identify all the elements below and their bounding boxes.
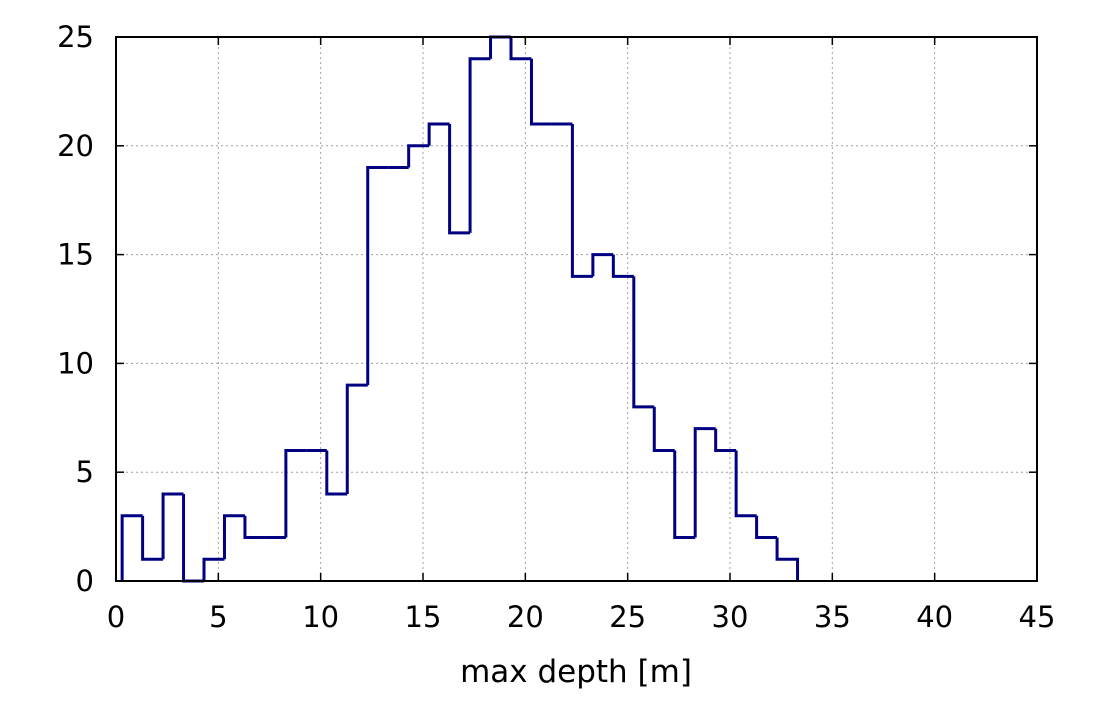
histogram-bin xyxy=(120,514,143,581)
histogram-bin xyxy=(734,450,757,518)
histogram-bin xyxy=(775,537,800,581)
x-tick-label: 45 xyxy=(1019,600,1056,634)
histogram-bin xyxy=(141,515,164,561)
y-tick-label: 20 xyxy=(57,129,94,163)
x-tick-label: 30 xyxy=(712,600,749,634)
y-tick-label: 10 xyxy=(57,346,94,380)
histogram-bin xyxy=(489,35,512,59)
histogram-bin xyxy=(611,254,634,278)
histogram-bin xyxy=(673,450,696,539)
x-tick-label: 40 xyxy=(916,600,953,634)
histogram-bin xyxy=(755,515,778,539)
histogram-bin xyxy=(407,144,430,168)
y-tick-label: 5 xyxy=(76,455,94,489)
histogram-bin xyxy=(325,450,348,496)
y-tick-label: 0 xyxy=(76,564,94,598)
histogram-bin xyxy=(243,515,266,539)
axis-ticks xyxy=(115,36,1038,582)
histogram-bin xyxy=(427,122,450,146)
x-tick-label: 10 xyxy=(302,600,339,634)
histogram-series xyxy=(120,35,800,583)
x-tick-label: 0 xyxy=(107,600,125,634)
axis-tick-labels: 0 5 10 15 20 25 30 35 40 45 0 5 10 15 20 25 xyxy=(57,20,1055,634)
histogram-bin xyxy=(182,493,205,583)
x-tick-label: 25 xyxy=(609,600,646,634)
histogram-bin xyxy=(468,57,491,233)
histogram-bin xyxy=(570,124,593,278)
histogram-bin xyxy=(448,124,471,235)
x-tick-label: 15 xyxy=(405,600,442,634)
histogram-bin xyxy=(161,492,184,560)
histogram-bin xyxy=(632,276,655,409)
histogram-bin xyxy=(529,58,552,126)
y-tick-label: 15 xyxy=(57,238,94,272)
histogram-bin xyxy=(345,383,368,494)
y-tick-label: 25 xyxy=(57,20,94,54)
histogram-bin xyxy=(284,448,307,538)
histogram-bin xyxy=(652,406,675,452)
histogram-bin xyxy=(591,253,614,277)
x-axis-label: max depth [m] xyxy=(460,654,692,690)
histogram-bin xyxy=(714,428,737,452)
plot-frame xyxy=(115,36,1038,582)
histogram-bin xyxy=(202,557,225,581)
grid-lines xyxy=(116,37,1037,581)
histogram-bin xyxy=(366,166,389,386)
x-tick-label: 35 xyxy=(814,600,851,634)
histogram-bin xyxy=(509,37,532,61)
histogram-bin xyxy=(693,427,716,538)
histogram-bin xyxy=(222,514,245,560)
x-tick-label: 20 xyxy=(507,600,544,634)
x-tick-label: 5 xyxy=(209,600,227,634)
